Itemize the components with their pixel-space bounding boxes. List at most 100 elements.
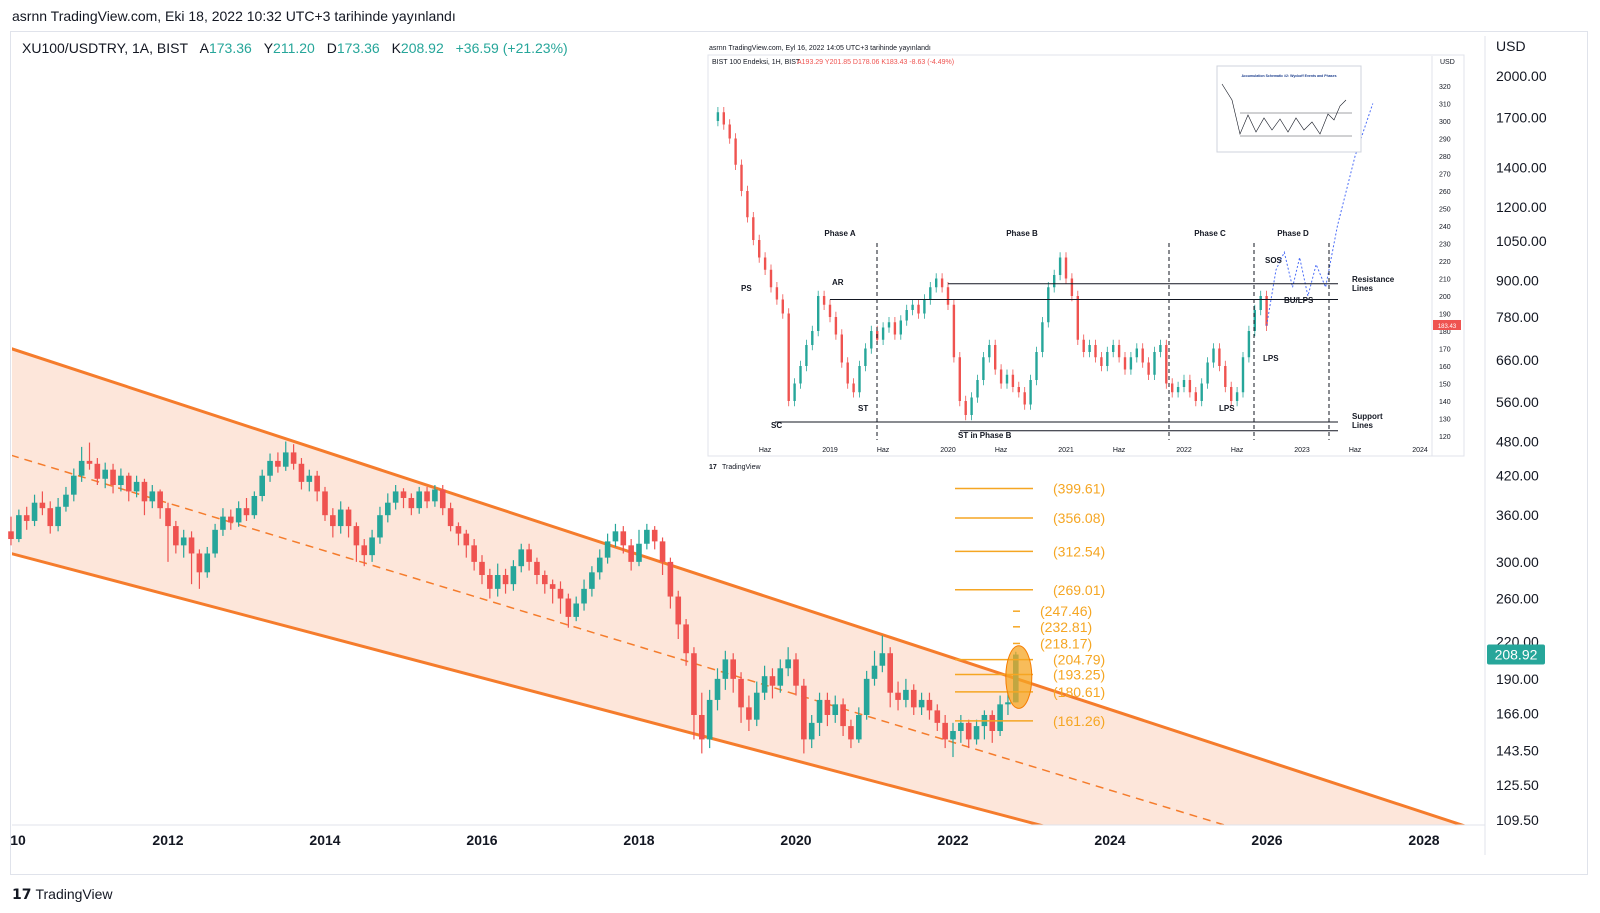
candle-body[interactable] — [259, 475, 265, 496]
candle-body[interactable] — [31, 502, 38, 521]
candle-body[interactable] — [204, 553, 211, 573]
candle-body[interactable] — [306, 475, 313, 482]
candle-body[interactable] — [581, 588, 587, 604]
candle-body[interactable] — [691, 653, 697, 715]
candle-body[interactable] — [965, 722, 972, 740]
candle-body[interactable] — [848, 726, 854, 740]
candle-body[interactable] — [220, 516, 226, 530]
candle-body[interactable] — [863, 678, 870, 715]
candle-body[interactable] — [785, 659, 791, 669]
candle-body[interactable] — [808, 722, 815, 740]
candle-body[interactable] — [23, 515, 30, 521]
candle-body[interactable] — [761, 676, 768, 693]
candle-body[interactable] — [604, 541, 611, 558]
candle-body[interactable] — [157, 491, 163, 509]
candle-body[interactable] — [636, 543, 642, 562]
candle-body[interactable] — [549, 584, 556, 589]
candle-body[interactable] — [714, 678, 721, 700]
candle-body[interactable] — [432, 489, 438, 502]
candle-body[interactable] — [228, 516, 234, 523]
candle-body[interactable] — [510, 566, 517, 585]
candle-body[interactable] — [777, 668, 784, 686]
candle-body[interactable] — [659, 541, 666, 562]
candle-body[interactable] — [856, 714, 862, 740]
candle-body[interactable] — [298, 463, 305, 482]
candle-body[interactable] — [188, 537, 195, 554]
candle-body[interactable] — [730, 659, 736, 679]
candle-body[interactable] — [683, 624, 689, 654]
candle-body[interactable] — [392, 491, 399, 503]
candle-body[interactable] — [455, 526, 462, 534]
candle-body[interactable] — [353, 526, 360, 546]
candle-body[interactable] — [801, 685, 807, 740]
candle-body[interactable] — [934, 710, 941, 723]
candle-body[interactable] — [557, 588, 564, 599]
candle-body[interactable] — [526, 549, 532, 562]
candle-body[interactable] — [400, 491, 407, 498]
candle-body[interactable] — [8, 531, 14, 540]
candle-body[interactable] — [769, 676, 776, 686]
candle-body[interactable] — [824, 699, 831, 715]
tradingview-footer[interactable]: 17 TradingView — [12, 886, 113, 903]
candle-body[interactable] — [589, 572, 595, 589]
candle-body[interactable] — [895, 692, 901, 700]
candle-body[interactable] — [479, 561, 485, 576]
candle-body[interactable] — [337, 509, 344, 527]
candle-body[interactable] — [282, 452, 289, 467]
candle-body[interactable] — [251, 495, 258, 516]
channel-lower-line[interactable] — [11, 552, 1071, 833]
candle-body[interactable] — [667, 561, 674, 597]
candle-body[interactable] — [958, 722, 964, 732]
channel-upper-line[interactable] — [11, 347, 1487, 834]
candle-body[interactable] — [494, 575, 501, 589]
candle-body[interactable] — [651, 529, 658, 542]
candle-body[interactable] — [47, 508, 54, 527]
candle-body[interactable] — [408, 497, 415, 509]
candle-body[interactable] — [793, 659, 799, 686]
candle-body[interactable] — [997, 704, 1003, 732]
candle-body[interactable] — [290, 452, 297, 464]
candle-body[interactable] — [620, 531, 627, 546]
candle-body[interactable] — [141, 481, 148, 502]
candle-body[interactable] — [322, 491, 328, 516]
candle-body[interactable] — [502, 575, 509, 585]
candle-body[interactable] — [165, 508, 171, 527]
candle-body[interactable] — [133, 481, 140, 492]
candle-body[interactable] — [534, 561, 540, 576]
candle-body[interactable] — [746, 707, 752, 720]
candle-body[interactable] — [377, 515, 383, 538]
candle-body[interactable] — [125, 475, 132, 492]
highlight-ellipse[interactable] — [1005, 645, 1033, 709]
candle-body[interactable] — [94, 463, 101, 479]
candle-body[interactable] — [722, 659, 729, 679]
candle-body[interactable] — [463, 533, 470, 546]
candle-body[interactable] — [989, 714, 996, 732]
candle-body[interactable] — [63, 494, 69, 507]
candle-body[interactable] — [16, 515, 22, 540]
candle-body[interactable] — [102, 469, 108, 479]
candle-body[interactable] — [149, 491, 156, 502]
candle-body[interactable] — [267, 460, 273, 476]
symbol-label[interactable]: XU100/USDTRY, 1A, BIST — [22, 40, 188, 56]
candle-body[interactable] — [816, 699, 823, 723]
candle-body[interactable] — [439, 489, 446, 509]
candle-body[interactable] — [832, 704, 839, 715]
candle-body[interactable] — [903, 689, 909, 700]
candle-body[interactable] — [424, 491, 430, 502]
candle-body[interactable] — [675, 596, 682, 625]
candle-body[interactable] — [345, 509, 352, 527]
candle-body[interactable] — [926, 699, 933, 711]
candle-body[interactable] — [86, 460, 93, 464]
candle-body[interactable] — [879, 653, 886, 666]
candle-body[interactable] — [196, 553, 203, 573]
candle-body[interactable] — [628, 545, 634, 562]
candle-body[interactable] — [644, 529, 650, 544]
candle-body[interactable] — [887, 653, 893, 693]
candle-body[interactable] — [447, 508, 454, 527]
candle-body[interactable] — [118, 475, 124, 486]
candle-body[interactable] — [573, 603, 579, 617]
candle-body[interactable] — [565, 598, 572, 617]
candle-body[interactable] — [39, 502, 46, 509]
candle-body[interactable] — [706, 699, 713, 740]
